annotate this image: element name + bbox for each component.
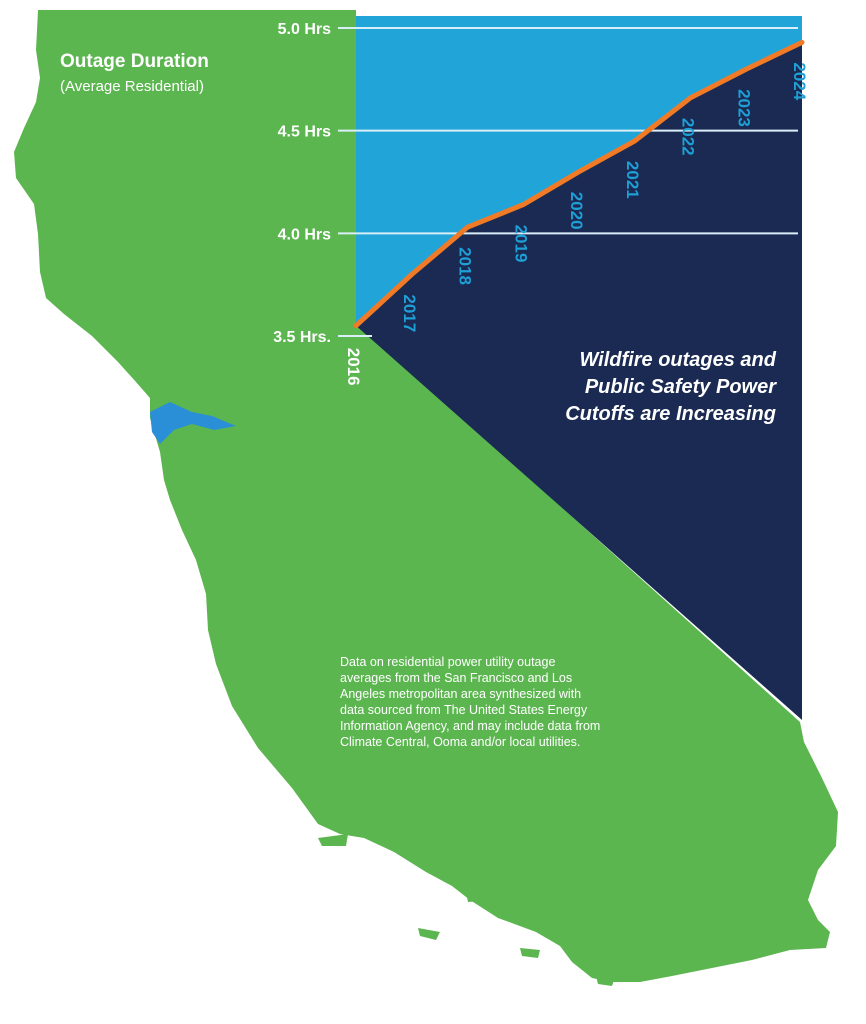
year-label-2023: 2023 xyxy=(734,89,753,127)
y-tick-label: 4.0 Hrs xyxy=(278,226,331,243)
y-tick-label: 4.5 Hrs xyxy=(278,124,331,141)
year-label-2016: 2016 xyxy=(344,348,363,386)
year-label-2021: 2021 xyxy=(623,161,642,199)
duration-line xyxy=(353,39,805,329)
y-tick-label: 5.0 Hrs xyxy=(278,21,331,38)
chart-title: Outage Duration xyxy=(60,51,209,72)
callout-line-2: Public Safety Power xyxy=(585,376,777,398)
source-note-line-6: Climate Central, Ooma and/or local utili… xyxy=(340,735,580,749)
sf-bay xyxy=(150,402,236,444)
source-note-line-5: Information Agency, and may include data… xyxy=(340,719,600,733)
year-label-2022: 2022 xyxy=(679,118,698,156)
y-tick-label: 3.5 Hrs. xyxy=(273,329,331,346)
source-note: Data on residential power utility outage… xyxy=(340,655,600,749)
source-note-line-1: Data on residential power utility outage xyxy=(340,655,555,669)
year-label-2018: 2018 xyxy=(456,247,475,285)
source-note-line-4: data sourced from The United States Ener… xyxy=(340,703,588,717)
channel-islands xyxy=(318,826,614,986)
duration-area xyxy=(356,42,802,720)
year-label-2020: 2020 xyxy=(567,192,586,230)
year-label-2024: 2024 xyxy=(790,62,809,100)
chart-subtitle: (Average Residential) xyxy=(60,78,204,95)
source-note-line-3: Angeles metropolitan area synthesized wi… xyxy=(340,687,581,701)
callout-line-1: Wildfire outages and xyxy=(579,349,776,371)
grid: 5.0 Hrs 4.5 Hrs 4.0 Hrs 3.5 Hrs. xyxy=(273,21,798,346)
year-label-2017: 2017 xyxy=(400,294,419,332)
year-label-2019: 2019 xyxy=(511,225,530,263)
california-map xyxy=(14,10,838,982)
callout: Wildfire outages and Public Safety Power… xyxy=(565,349,777,425)
callout-line-3: Cutoffs are Increasing xyxy=(565,403,776,425)
year-labels: 2016 2017 2018 2019 2020 2021 2022 2023 2024 xyxy=(344,62,809,385)
source-note-line-2: averages from the San Francisco and Los xyxy=(340,671,572,685)
